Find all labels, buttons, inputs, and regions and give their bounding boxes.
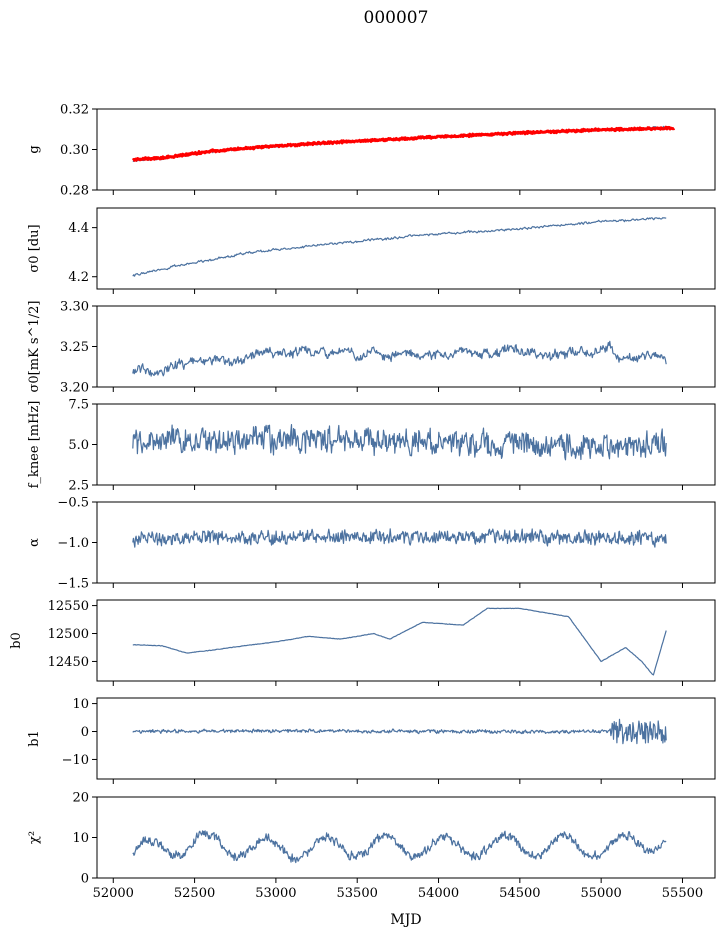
panel-5: −1.5 −1.0 −0.5 α: [27, 496, 716, 592]
y-tick-label: −0.5: [57, 496, 89, 511]
y-axis-label: χ²: [27, 831, 42, 844]
y-tick-label: 0.32: [60, 103, 89, 118]
axes-frame: [96, 796, 716, 879]
x-tick-label: 55500: [662, 886, 703, 901]
y-tick-label: −1.0: [57, 536, 89, 551]
y-tick-label: 3.20: [60, 381, 89, 396]
y-axis-label: f_knee [mHz]: [27, 401, 42, 489]
y-tick-label: 3.30: [60, 300, 89, 315]
series-line: [132, 528, 667, 548]
panel-6: 12450 12500 12550 b0: [9, 599, 716, 686]
y-axis-label: σ0 [du]: [27, 224, 42, 272]
axes-frame: [96, 599, 716, 682]
x-axis-label: MJD: [390, 912, 421, 928]
axes-frame: [96, 697, 716, 780]
series-line: [132, 340, 667, 377]
x-tick-label: 53000: [255, 886, 296, 901]
series-line: [132, 830, 667, 864]
axes-frame: [96, 108, 716, 191]
y-tick-label: −1.5: [57, 577, 89, 592]
y-axis-label: g: [27, 145, 42, 153]
series-line: [132, 607, 667, 676]
figure-title: 000007: [364, 8, 429, 28]
series-line: [132, 424, 667, 461]
panel-8: 0 10 20 52000 52500 53000 53500 54000 54500 55000…: [27, 791, 716, 901]
x-tick-label: 55000: [580, 886, 621, 901]
panel-4: 2.5 5.0 7.5 f_knee [mHz]: [27, 398, 716, 494]
axes-frame: [96, 403, 716, 486]
axes-frame: [96, 305, 716, 388]
y-tick-label: 3.25: [60, 340, 89, 355]
y-tick-label: 5.0: [68, 438, 89, 453]
y-tick-label: 4.2: [68, 270, 89, 285]
y-tick-label: 10: [72, 697, 89, 712]
y-axis-label: σ0[mK s^1/2]: [27, 301, 42, 393]
y-tick-label: 12550: [48, 599, 89, 614]
x-tick-label: 52000: [93, 886, 134, 901]
x-tick-label: 52500: [174, 886, 215, 901]
x-tick-label: 54000: [418, 886, 459, 901]
panel-2: 4.2 4.4 σ0 [du]: [27, 207, 716, 294]
y-tick-label: 7.5: [68, 398, 89, 413]
y-tick-label: 20: [72, 791, 89, 806]
panel-3: 3.20 3.25 3.30 σ0[mK s^1/2]: [27, 300, 716, 396]
x-tick-label: 54500: [499, 886, 540, 901]
y-axis-label: b1: [27, 730, 42, 747]
y-tick-label: 0: [81, 725, 89, 740]
series-line: [132, 718, 667, 745]
panel-7: −10 0 10 b1: [27, 697, 716, 784]
y-tick-label: 12500: [48, 627, 89, 642]
y-tick-label: 12450: [48, 655, 89, 670]
y-tick-label: 4.4: [68, 221, 89, 236]
y-tick-label: 0: [81, 872, 89, 887]
y-tick-label: 2.5: [68, 479, 89, 494]
panels: 0.28 0.30 0.32 g 4.2 4.4 σ0 [du] 3.20 3.25 3.30 σ0…: [9, 103, 716, 901]
axes-frame: [96, 207, 716, 290]
fit-line: [131, 125, 676, 162]
y-tick-label: 0.28: [60, 184, 89, 199]
panel-1: 0.28 0.30 0.32 g: [27, 103, 716, 199]
y-tick-label: 0.30: [60, 143, 89, 158]
series-line: [132, 217, 667, 277]
y-tick-label: −10: [62, 753, 89, 768]
y-axis-label: α: [27, 538, 42, 547]
y-tick-label: 10: [72, 831, 89, 846]
x-tick-label: 53500: [337, 886, 378, 901]
y-axis-label: b0: [9, 632, 24, 649]
